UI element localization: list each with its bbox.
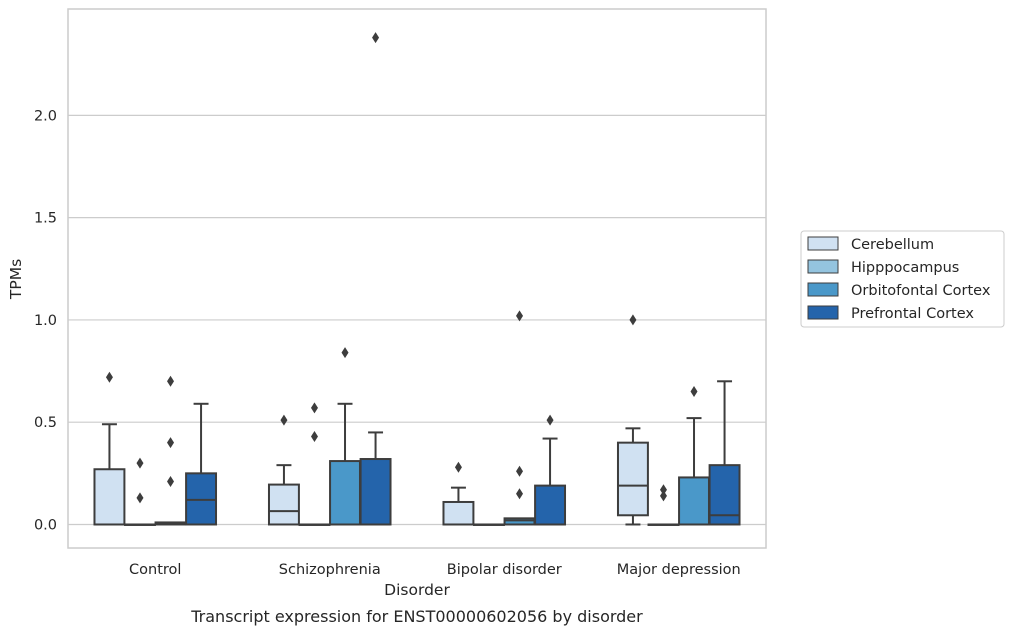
box-plot	[154, 375, 187, 526]
legend-label: Orbitofontal Cortex	[851, 283, 991, 299]
x-tick-labels: Control Schizophrenia Bipolar disorder Majo…	[129, 562, 741, 578]
outlier-point	[372, 32, 380, 44]
box-plot	[708, 380, 741, 526]
box-body	[359, 458, 392, 526]
y-tick-label: 1.0	[34, 313, 57, 329]
grid-lines	[68, 114, 766, 526]
box-plot	[473, 523, 505, 526]
outlier-point	[659, 490, 667, 502]
box-plot	[616, 314, 649, 526]
x-tick-label: Control	[129, 562, 181, 578]
y-axis-title: TPMs	[7, 259, 25, 300]
box-plot	[93, 371, 126, 526]
outlier-point	[546, 414, 554, 426]
outlier-point	[136, 492, 144, 504]
y-tick-label: 0.5	[34, 415, 57, 431]
outlier-point	[516, 488, 524, 500]
box-body	[534, 484, 567, 526]
x-tick-label: Major depression	[617, 562, 741, 578]
outlier-point	[516, 465, 524, 477]
legend-swatch	[807, 236, 839, 251]
box-body	[503, 517, 536, 526]
x-tick-label: Bipolar disorder	[447, 562, 562, 578]
box-body	[678, 476, 710, 526]
y-tick-label: 0.0	[34, 517, 57, 533]
outlier-point	[105, 371, 113, 383]
box-plot	[185, 402, 218, 526]
box-plot	[534, 414, 567, 526]
legend-swatch	[807, 259, 839, 274]
outlier-point	[659, 484, 667, 496]
x-axis-title: Disorder	[384, 581, 450, 599]
outlier-point	[167, 437, 175, 449]
box-layer	[93, 32, 741, 526]
outlier-point	[167, 375, 175, 387]
outlier-point	[310, 402, 318, 414]
box-body	[329, 460, 361, 526]
box-plot	[647, 484, 680, 526]
outlier-point	[454, 461, 462, 473]
box-plot	[442, 461, 475, 526]
legend-label: Hipppocampus	[851, 260, 959, 276]
outlier-point	[280, 414, 288, 426]
box-plot	[678, 386, 710, 526]
y-tick-labels: 0.0 0.5 1.0 1.5 2.0	[34, 108, 57, 533]
box-body	[93, 468, 126, 526]
outlier-point	[136, 457, 144, 469]
x-tick-label: Schizophrenia	[279, 562, 381, 578]
box-plot	[503, 310, 536, 526]
box-body	[185, 472, 218, 526]
y-tick-label: 2.0	[34, 108, 57, 124]
outlier-point	[167, 476, 175, 488]
outlier-point	[690, 386, 698, 398]
outlier-point	[629, 314, 637, 326]
y-tick-label: 1.5	[34, 211, 57, 227]
box-plot	[267, 414, 300, 526]
legend: Cerebellum Hipppocampus Orbitofontal Corte…	[800, 230, 1005, 328]
box-plot	[329, 347, 361, 526]
box-body	[267, 483, 300, 526]
legend-frame	[800, 230, 1005, 328]
box-body	[442, 500, 475, 526]
box-plot	[298, 402, 331, 526]
box-plot	[359, 32, 392, 526]
outlier-point	[516, 310, 524, 322]
plot-frame	[67, 8, 767, 549]
legend-swatch	[807, 282, 839, 297]
chart-caption: Transcript expression for ENST0000060205…	[190, 607, 643, 626]
legend-label: Cerebellum	[851, 237, 934, 253]
legend-label: Prefrontal Cortex	[851, 306, 974, 322]
legend-swatch	[807, 305, 839, 320]
outlier-point	[310, 431, 318, 443]
box-body	[616, 441, 649, 517]
box-plot	[124, 457, 156, 526]
outlier-point	[341, 347, 349, 359]
